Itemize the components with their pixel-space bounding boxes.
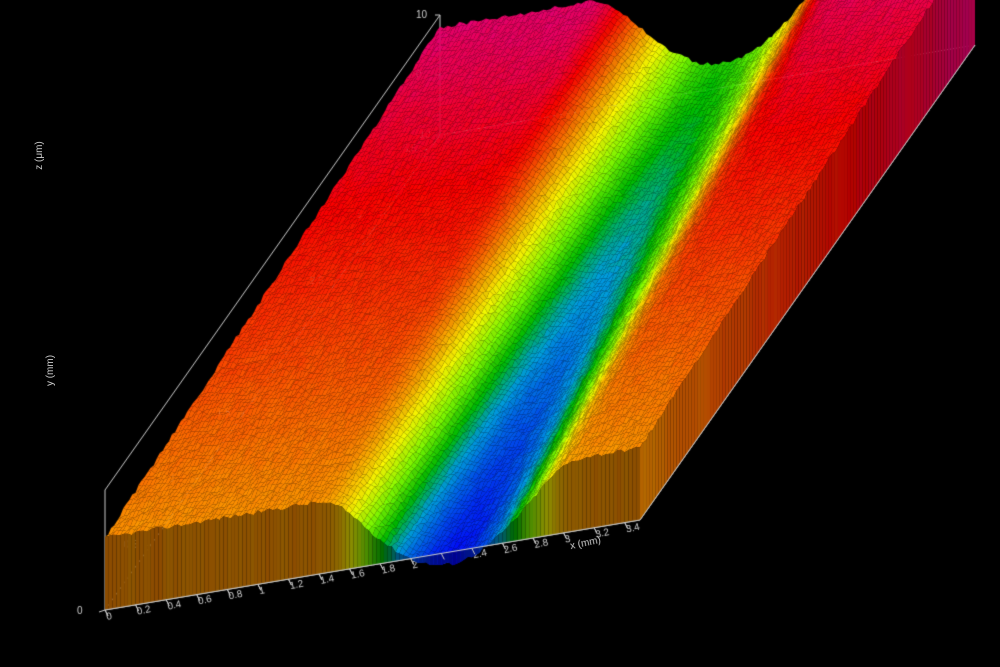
surface-canvas [0, 0, 1000, 667]
y-axis-label: y (mm) [45, 355, 56, 386]
z-axis-label: z (μm) [34, 141, 45, 170]
surface-plot-3d: x (mm) y (mm) z (μm) [0, 0, 1000, 667]
